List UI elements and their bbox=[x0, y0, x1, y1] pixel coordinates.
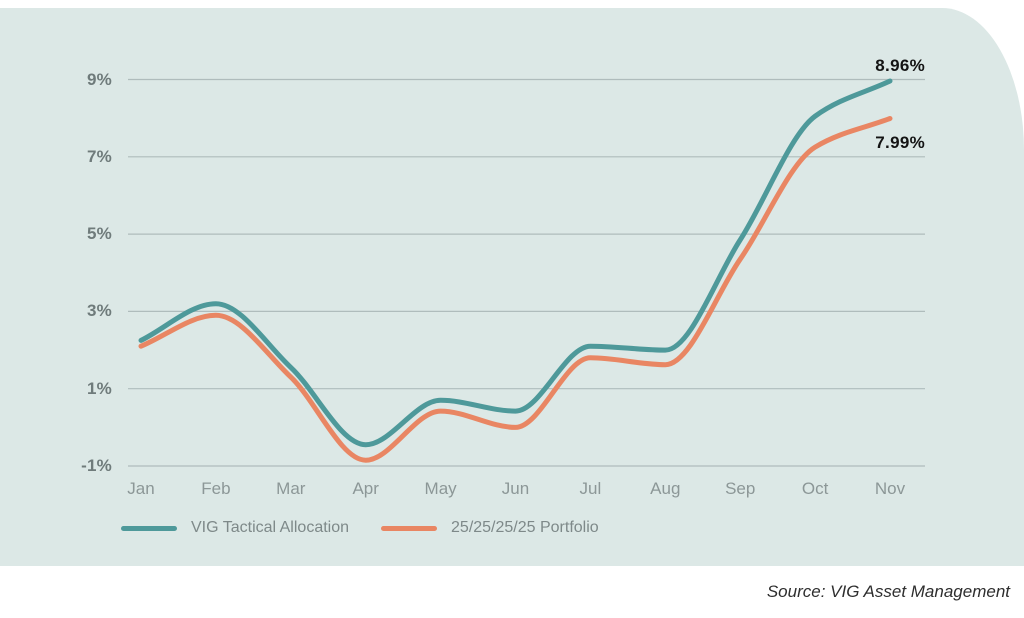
y-tick-label-9: 9% bbox=[87, 69, 112, 89]
x-tick-label-jul: Jul bbox=[579, 479, 602, 498]
series-line-25-25-25-25-portfolio bbox=[138, 116, 893, 463]
legend-swatch-vig-tactical-allocation bbox=[121, 525, 177, 531]
x-tick-label-jun: Jun bbox=[501, 479, 530, 498]
series-end-value-portfolio: 7.99% bbox=[875, 133, 925, 152]
x-tick-label-nov: Nov bbox=[874, 479, 906, 498]
x-tick-label-mar: Mar bbox=[276, 479, 306, 498]
y-tick-label-7: 7% bbox=[87, 146, 112, 166]
x-tick-label-sep: Sep bbox=[725, 479, 756, 498]
gridlines bbox=[128, 78, 925, 467]
x-tick-label-oct: Oct bbox=[801, 479, 829, 498]
x-tick-label-feb: Feb bbox=[201, 479, 231, 498]
x-tick-label-may: May bbox=[424, 479, 457, 498]
source-attribution: Source: VIG Asset Management bbox=[766, 582, 1010, 601]
chart-panel bbox=[0, 8, 1024, 566]
legend-label-vig-tactical-allocation: VIG Tactical Allocation bbox=[191, 519, 350, 536]
series-paths bbox=[138, 78, 893, 463]
chart-legend: VIG Tactical Allocation 25/25/25/25 Port… bbox=[121, 518, 617, 538]
y-tick-label--1: -1% bbox=[81, 456, 112, 475]
x-tick-label-apr: Apr bbox=[352, 479, 379, 498]
y-tick-label-5: 5% bbox=[87, 224, 112, 244]
legend-swatch-25-25-25-25-portfolio bbox=[381, 525, 438, 531]
y-tick-label-3: 3% bbox=[87, 301, 112, 321]
x-tick-label-aug: Aug bbox=[650, 479, 681, 498]
series-line-vig-tactical-allocation bbox=[138, 78, 893, 448]
y-tick-label-1: 1% bbox=[87, 378, 112, 398]
x-tick-label-jan: Jan bbox=[127, 479, 155, 498]
series-end-value-vig: 8.96% bbox=[875, 56, 925, 75]
legend-label-25-25-25-25-portfolio: 25/25/25/25 Portfolio bbox=[451, 519, 599, 536]
